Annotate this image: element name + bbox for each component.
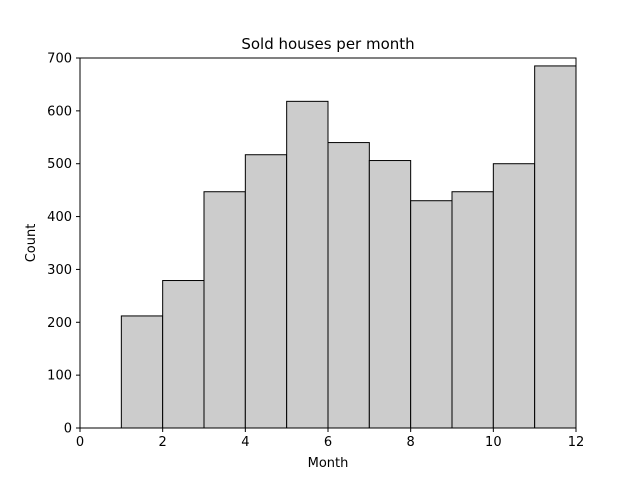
histogram-bar-8 bbox=[410, 200, 453, 429]
plot-frame bbox=[79, 57, 577, 429]
histogram-bar-9 bbox=[451, 191, 494, 429]
x-axis-ticks: 0 2 4 6 8 10 12 bbox=[76, 428, 584, 450]
y-tick-label: 600 bbox=[47, 104, 72, 119]
histogram-bar-11 bbox=[534, 65, 577, 429]
x-tick-label: 0 bbox=[76, 435, 84, 450]
y-tick-label: 500 bbox=[47, 157, 72, 172]
y-tick-label: 700 bbox=[47, 52, 72, 67]
histogram-bar-3 bbox=[203, 191, 246, 429]
histogram-bar-7 bbox=[368, 160, 412, 429]
x-tick-label: 10 bbox=[485, 435, 502, 450]
histogram-bar-1 bbox=[120, 315, 164, 429]
x-tick-label: 6 bbox=[324, 435, 332, 450]
bars-group bbox=[120, 65, 577, 429]
histogram-bar-10 bbox=[492, 163, 536, 429]
y-axis-label: Count bbox=[24, 224, 39, 263]
y-axis-ticks: 0 100 200 300 400 500 600 700 bbox=[47, 52, 80, 437]
histogram-bar-6 bbox=[327, 142, 370, 429]
x-tick-label: 4 bbox=[241, 435, 249, 450]
y-tick-label: 200 bbox=[47, 316, 72, 331]
histogram-bar-5 bbox=[286, 100, 329, 429]
histogram-bar-2 bbox=[162, 280, 205, 429]
chart-title: Sold houses per month bbox=[241, 35, 414, 53]
x-tick-label: 8 bbox=[407, 435, 415, 450]
y-tick-label: 300 bbox=[47, 263, 72, 278]
histogram-bar-4 bbox=[244, 154, 288, 429]
x-axis-label: Month bbox=[308, 456, 349, 471]
x-tick-label: 2 bbox=[159, 435, 167, 450]
y-tick-label: 400 bbox=[47, 210, 72, 225]
y-tick-label: 100 bbox=[47, 369, 72, 384]
y-tick-label: 0 bbox=[64, 422, 72, 437]
x-tick-label: 12 bbox=[568, 435, 585, 450]
